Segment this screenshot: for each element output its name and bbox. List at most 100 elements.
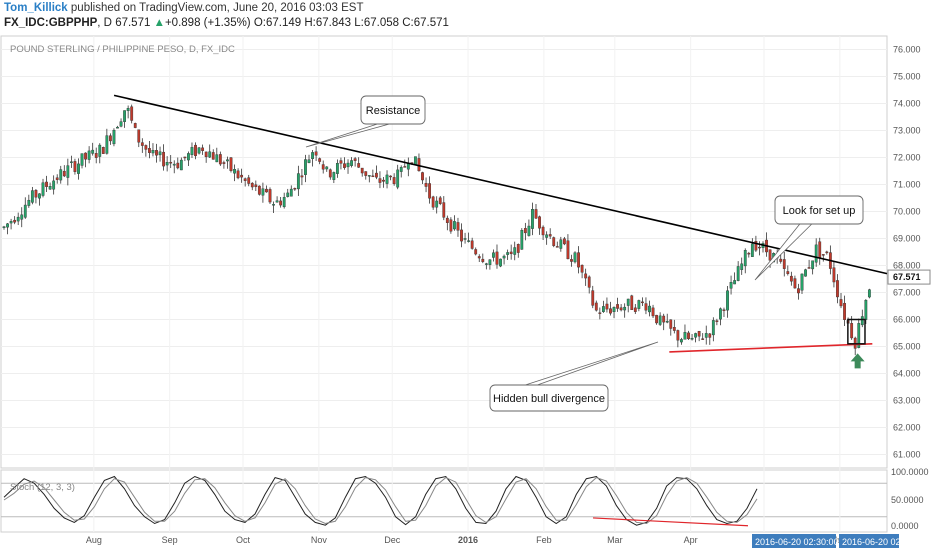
candle — [357, 163, 361, 168]
candle — [296, 173, 300, 190]
candle — [708, 333, 712, 338]
candle — [818, 241, 822, 258]
candle — [201, 147, 205, 151]
time-tag-bg — [839, 534, 899, 548]
candle — [552, 237, 556, 246]
candle — [360, 167, 364, 174]
y-tick-label: 72.000 — [893, 153, 921, 163]
callout-text: Look for set up — [783, 205, 856, 217]
last-price-label: 67.571 — [893, 272, 921, 282]
candle — [750, 243, 754, 257]
candle — [335, 162, 339, 174]
callout-text: Resistance — [366, 105, 420, 117]
candle — [275, 200, 279, 203]
candle — [140, 142, 144, 146]
candle — [736, 266, 740, 281]
candle — [268, 189, 272, 203]
candle — [179, 159, 183, 171]
candle — [431, 196, 435, 208]
main-pane[interactable] — [0, 35, 888, 469]
candle — [793, 278, 797, 289]
candle — [488, 259, 492, 265]
candle — [531, 209, 534, 229]
candle — [392, 177, 396, 185]
candle — [41, 182, 45, 196]
stoch-line — [3, 475, 758, 526]
candle — [77, 163, 80, 174]
candle — [520, 230, 524, 250]
hidden-bull-divergence-line[interactable] — [669, 343, 873, 353]
candle — [672, 327, 676, 331]
candle — [286, 192, 290, 197]
candle — [332, 172, 336, 180]
candle — [509, 251, 513, 255]
candle — [534, 209, 538, 219]
candle — [680, 339, 683, 343]
symbol-line: FX_IDC:GBPPHP, D 67.571 ▲+0.898 (+1.35%)… — [4, 17, 449, 29]
candle — [257, 185, 261, 195]
callout-box[interactable] — [774, 195, 864, 225]
candle — [123, 110, 126, 122]
callout-box[interactable] — [360, 95, 426, 125]
candle — [797, 288, 800, 294]
x-tick-label: Dec — [384, 535, 401, 545]
candle — [197, 147, 201, 154]
candle — [641, 301, 644, 304]
candle — [112, 129, 116, 145]
candle — [637, 300, 641, 309]
candle — [48, 186, 52, 190]
y-tick-label: 74.000 — [893, 99, 921, 109]
candle — [460, 229, 463, 242]
stoch-divergence-line — [592, 517, 749, 527]
highlight-box[interactable] — [847, 318, 866, 345]
x-tick-label: Mar — [607, 535, 623, 545]
chart-title: POUND STERLING / PHILIPPINE PESO, D, FX_… — [10, 44, 235, 55]
candle — [414, 156, 417, 166]
candle — [463, 238, 467, 240]
symbol: FX_IDC:GBPPHP — [4, 17, 98, 29]
candle — [240, 174, 244, 178]
time-tag: 2016-06-20 02: — [842, 537, 903, 547]
candle — [832, 267, 836, 283]
stoch-y-tick-label: 0.0000 — [891, 521, 919, 531]
candle — [80, 153, 84, 166]
y-tick-label: 65.000 — [893, 342, 921, 352]
candle — [860, 316, 864, 326]
candle — [477, 256, 481, 259]
candle — [655, 314, 658, 324]
candle — [254, 184, 258, 187]
candle — [304, 159, 307, 175]
callout-box[interactable] — [489, 384, 609, 412]
candle — [325, 166, 329, 170]
stoch-y-tick-label: 50.0000 — [891, 495, 924, 505]
candle — [226, 159, 229, 162]
candle — [229, 157, 233, 171]
candle — [282, 197, 286, 208]
candle — [399, 167, 403, 172]
candle — [825, 251, 829, 254]
candle — [779, 258, 783, 262]
candle — [87, 150, 91, 160]
candle — [101, 147, 105, 154]
candle — [403, 166, 407, 168]
candle — [467, 240, 471, 242]
candle — [424, 183, 428, 187]
candle — [328, 169, 332, 178]
candle — [346, 162, 350, 168]
candle — [45, 181, 48, 187]
x-tick-label: Nov — [311, 535, 328, 545]
candle — [385, 174, 389, 184]
x-tick-label: Feb — [536, 535, 552, 545]
candle — [162, 151, 166, 167]
candle — [396, 169, 400, 188]
y-tick-label: 62.000 — [893, 423, 921, 433]
candle — [311, 152, 314, 160]
resistance-line[interactable] — [113, 94, 888, 275]
candle — [176, 162, 180, 169]
candle — [786, 271, 790, 274]
stoch-pane[interactable] — [0, 469, 888, 533]
author-link[interactable]: Tom_Killick — [4, 2, 68, 14]
candle — [158, 151, 162, 156]
candle — [2, 226, 6, 228]
